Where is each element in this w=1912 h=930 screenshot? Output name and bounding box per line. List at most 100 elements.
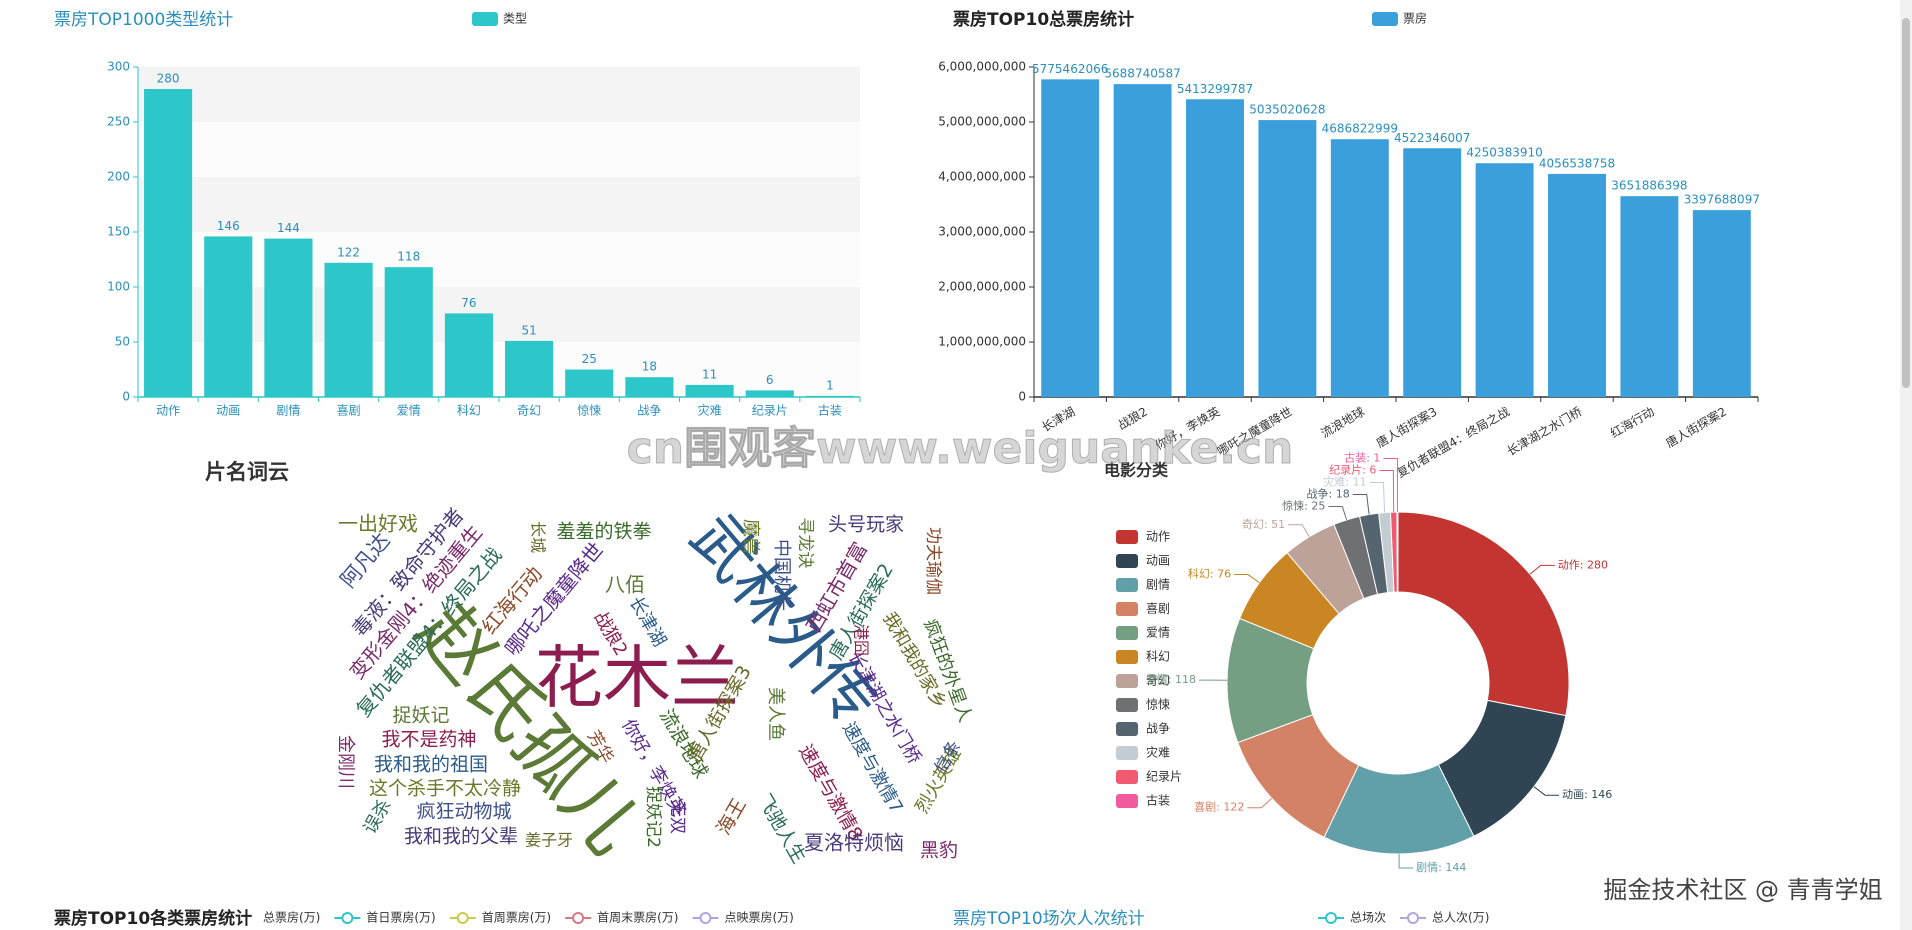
x-tick-label: 复仇者联盟4：终局之战: [1394, 404, 1512, 481]
chart-title: 票房TOP10各类票房统计: [54, 908, 252, 929]
leader-line: [1352, 494, 1370, 515]
split-area: [138, 232, 860, 287]
cloud-word: 无双: [667, 800, 687, 834]
bar: [144, 89, 193, 397]
data-label: 5035020628: [1249, 103, 1325, 117]
y-tick-label: 300: [107, 60, 130, 74]
bar: [625, 377, 674, 397]
pie-label: 剧情: 144: [1416, 861, 1466, 874]
y-tick-label: 1,000,000,000: [938, 335, 1026, 349]
bar: [685, 384, 734, 397]
legend-swatch: [1116, 770, 1138, 784]
data-label: 11: [702, 367, 717, 381]
bar: [1186, 99, 1244, 398]
bar: [1041, 79, 1100, 398]
cloud-word: 美人鱼: [765, 687, 786, 741]
leader-line: [1379, 470, 1395, 513]
legend-swatch: [472, 12, 498, 26]
pie-label: 喜剧: 122: [1194, 801, 1244, 814]
scrollbar-thumb[interactable]: [1902, 18, 1910, 388]
y-tick-label: 5,000,000,000: [938, 115, 1026, 129]
cloud-word: 长城: [529, 521, 548, 553]
bar: [1620, 196, 1679, 397]
x-tick-label: 喜剧: [337, 404, 361, 418]
cloud-word: 捉妖记: [392, 705, 449, 727]
data-label: 25: [582, 352, 597, 366]
bar: [264, 238, 313, 397]
leader-line: [1328, 506, 1348, 521]
data-label: 6: [766, 373, 774, 387]
legend-label: 剧情: [1146, 578, 1170, 592]
legend-swatch: [1116, 722, 1138, 736]
cloud-word: 这个杀手不太冷静: [369, 778, 521, 800]
legend-label: 动画: [1146, 554, 1170, 568]
split-area: [138, 67, 860, 122]
bar: [1403, 148, 1462, 397]
legend-label: 科幻: [1146, 650, 1170, 664]
split-area: [138, 177, 860, 232]
cloud-word: 魔兽: [740, 519, 761, 555]
data-label: 144: [277, 221, 300, 235]
cloud-word: 我和我的父辈: [404, 826, 518, 848]
legend-label: 总人次(万): [1432, 911, 1489, 925]
y-tick-label: 200: [107, 170, 130, 184]
bar: [1548, 173, 1606, 397]
pie-label: 纪录片: 6: [1329, 464, 1376, 477]
data-label: 4056538758: [1539, 156, 1615, 170]
cloud-word: 羞羞的铁拳: [556, 521, 651, 543]
cloud-word: 寻龙诀: [795, 518, 815, 569]
leader-line: [1234, 574, 1260, 584]
pie-label: 动画: 146: [1562, 788, 1612, 801]
x-tick-label: 红海行动: [1608, 404, 1657, 441]
watermark: cn围观客www.weiguanke.cn: [627, 423, 1294, 474]
bar: [1692, 210, 1751, 397]
leader-line: [1529, 564, 1555, 575]
cloud-word: 飞驰人生: [753, 790, 810, 867]
pie-label: 奇幻: 51: [1242, 518, 1285, 531]
legend-marker: [1407, 912, 1420, 924]
legend-label: 纪录片: [1146, 770, 1182, 784]
data-label: 122: [337, 245, 360, 259]
data-label: 5688740587: [1104, 67, 1180, 81]
cloud-word: 夏洛特烦恼: [804, 831, 904, 855]
cloud-word: 姜子牙: [525, 831, 573, 850]
cloud-word: 功夫瑜伽: [923, 527, 943, 595]
legend-label: 惊悚: [1146, 697, 1170, 712]
data-label: 5775462066: [1032, 62, 1108, 76]
y-tick-label: 100: [107, 280, 130, 294]
y-tick-label: 50: [115, 335, 130, 349]
legend-marker: [456, 912, 469, 924]
pie-label: 战争: 18: [1307, 487, 1350, 501]
legend-marker: [572, 912, 585, 924]
cloud-word: 花木兰: [535, 640, 739, 719]
legend-label: 灾难: [1146, 745, 1170, 760]
y-tick-label: 4,000,000,000: [938, 170, 1026, 184]
bar: [384, 267, 433, 397]
cloud-word: 我和我的祖国: [374, 754, 488, 776]
data-label: 18: [642, 360, 657, 374]
leader-line: [1288, 524, 1310, 537]
cloud-word: 捉妖记2: [643, 786, 663, 848]
x-tick-label: 科幻: [457, 404, 481, 418]
x-tick-label: 惊悚: [577, 403, 601, 418]
legend-label: 喜剧: [1146, 602, 1170, 616]
cloud-word: 八佰: [605, 573, 645, 597]
bar: [805, 395, 854, 397]
data-label: 5413299787: [1177, 82, 1253, 96]
legend-swatch: [1116, 698, 1138, 712]
pie-label: 惊悚: 25: [1282, 499, 1325, 513]
cloud-word: 金刚川: [335, 735, 356, 789]
x-tick-label: 爱情: [397, 404, 421, 418]
chart-title: 片名词云: [205, 460, 289, 484]
chart-title: 票房TOP10场次人次统计: [953, 909, 1145, 929]
y-tick-label: 250: [107, 115, 130, 129]
legend-label: 总场次: [1350, 911, 1386, 925]
legend-label: 票房: [1403, 11, 1427, 26]
bar: [505, 340, 554, 397]
bar: [565, 369, 614, 397]
legend-marker: [341, 912, 354, 924]
split-area: [138, 122, 860, 177]
data-label: 1: [826, 378, 834, 392]
